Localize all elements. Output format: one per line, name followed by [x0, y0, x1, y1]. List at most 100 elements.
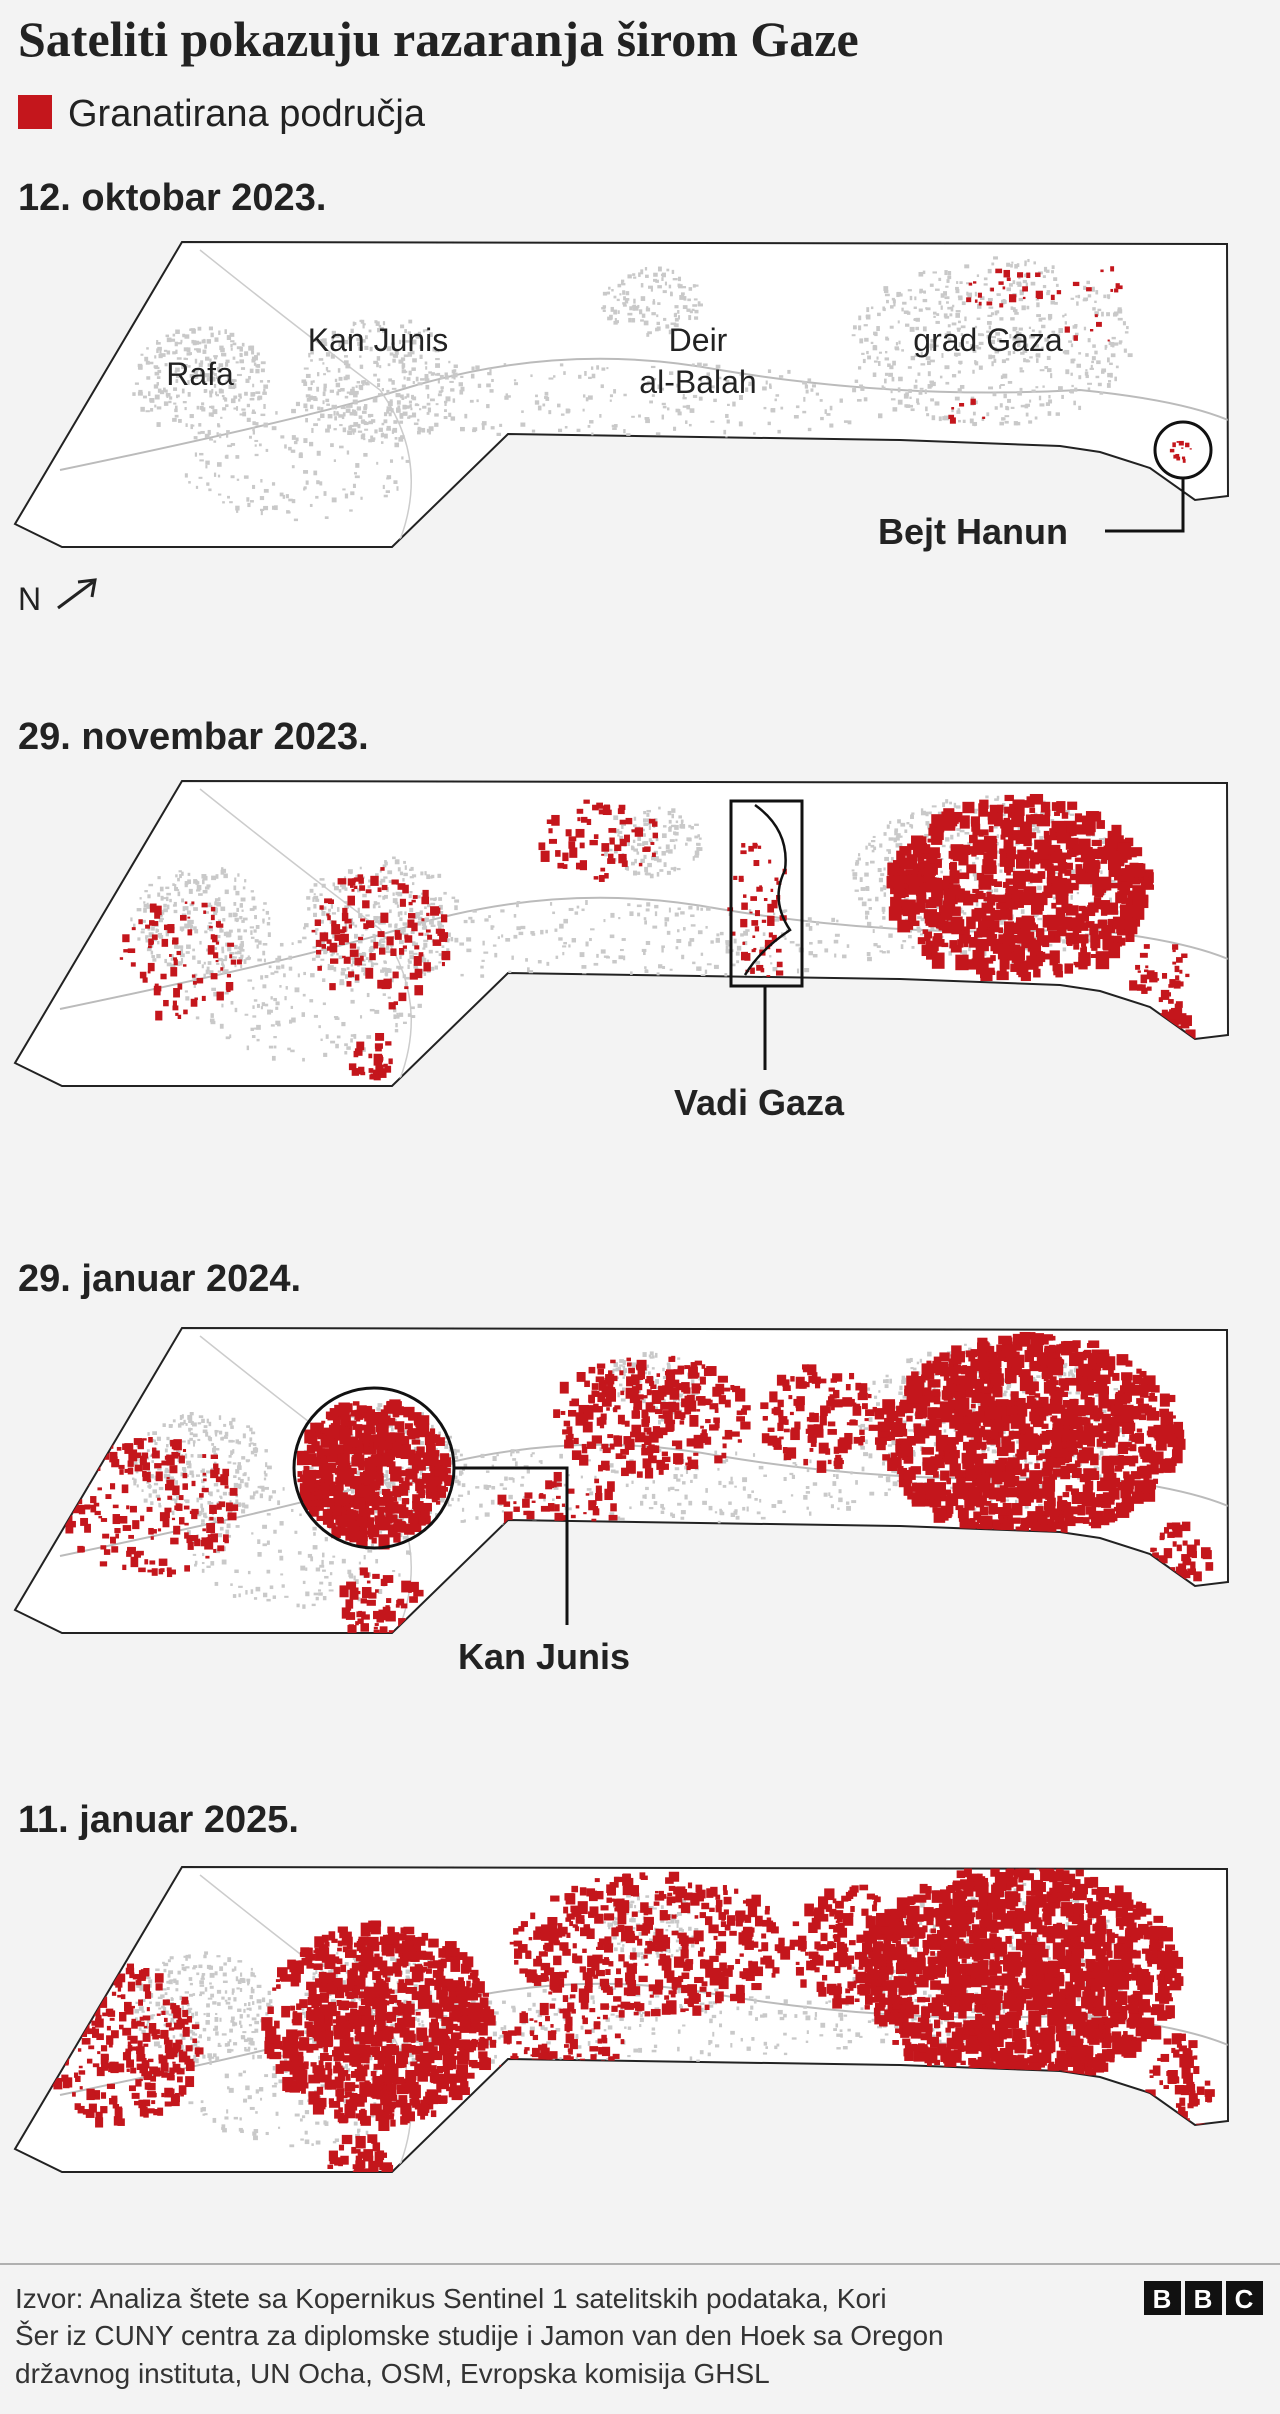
built-area [206, 1470, 211, 1474]
damage [1021, 896, 1035, 906]
built-area [481, 422, 485, 426]
built-area [1019, 289, 1024, 294]
built-area [170, 957, 173, 961]
built-area [1064, 349, 1070, 355]
built-area [265, 910, 270, 915]
built-area [466, 948, 472, 953]
damage [1065, 905, 1079, 916]
built-area [1041, 324, 1046, 329]
built-area [883, 885, 887, 891]
damage [388, 1002, 396, 1010]
damage [173, 957, 178, 961]
built-area [267, 380, 271, 383]
built-area [646, 332, 650, 337]
damage [1114, 868, 1127, 881]
damage [1015, 917, 1027, 929]
built-area [360, 319, 365, 324]
damage [1087, 905, 1096, 917]
damage [1157, 1021, 1165, 1030]
damage [378, 947, 386, 955]
built-area [256, 944, 259, 949]
built-area [540, 929, 544, 935]
built-area [917, 372, 921, 376]
built-area [777, 429, 781, 434]
built-area [674, 305, 679, 309]
built-area [410, 1006, 415, 1010]
built-area [1123, 348, 1127, 353]
damage [577, 817, 581, 822]
built-area [205, 465, 208, 469]
damage [1058, 868, 1067, 874]
built-area [264, 1473, 268, 1477]
built-area [357, 341, 362, 347]
built-area [453, 1475, 458, 1480]
built-area [1090, 883, 1093, 888]
built-area [366, 1035, 372, 1039]
built-area [1061, 394, 1064, 399]
built-area [193, 369, 198, 375]
built-area [810, 388, 814, 392]
built-area [919, 387, 924, 390]
built-area [1087, 387, 1091, 391]
damage [771, 934, 777, 942]
built-area [375, 873, 379, 879]
damage [1176, 457, 1179, 461]
built-area [896, 292, 900, 298]
damage [617, 808, 625, 815]
built-area [947, 337, 952, 342]
built-area [409, 404, 412, 408]
built-area [400, 911, 403, 916]
built-area [207, 1500, 211, 1505]
built-area [630, 971, 633, 977]
built-area [189, 1470, 194, 1476]
damage [1096, 820, 1105, 829]
built-area [891, 376, 895, 382]
damage [962, 801, 975, 814]
built-area [418, 916, 423, 921]
built-area [661, 851, 666, 856]
built-area [655, 838, 659, 842]
built-area [743, 941, 748, 946]
built-area [658, 1419, 661, 1425]
built-area [216, 902, 222, 907]
built-area [1124, 331, 1129, 334]
built-area [674, 824, 679, 830]
built-area [255, 422, 259, 426]
built-area [554, 928, 558, 932]
built-area [248, 1443, 252, 1447]
damage [360, 918, 366, 922]
built-area [606, 291, 610, 295]
built-area [358, 384, 364, 389]
damage [365, 920, 375, 928]
built-area [428, 371, 432, 374]
built-area [807, 427, 812, 432]
built-area [334, 416, 338, 421]
built-area [1034, 416, 1038, 420]
built-area [412, 952, 418, 955]
built-area [487, 372, 490, 375]
damage [927, 838, 933, 843]
built-area [405, 976, 410, 980]
built-area [999, 421, 1004, 426]
built-area [668, 371, 674, 375]
damage [1132, 863, 1144, 878]
built-area [895, 836, 900, 841]
built-area [181, 898, 185, 903]
built-area [784, 937, 787, 940]
built-area [979, 296, 985, 301]
damage [343, 956, 351, 964]
built-area [428, 949, 433, 954]
built-area [287, 1047, 291, 1051]
built-area [623, 393, 627, 397]
damage [1092, 848, 1102, 860]
built-area [380, 938, 385, 941]
built-area [402, 1021, 407, 1025]
built-area [668, 849, 673, 854]
built-area [677, 411, 682, 416]
built-area [302, 993, 306, 997]
built-area [391, 342, 395, 346]
built-area [438, 953, 442, 957]
built-area [657, 302, 661, 305]
damage [749, 911, 753, 914]
built-area [591, 432, 594, 436]
